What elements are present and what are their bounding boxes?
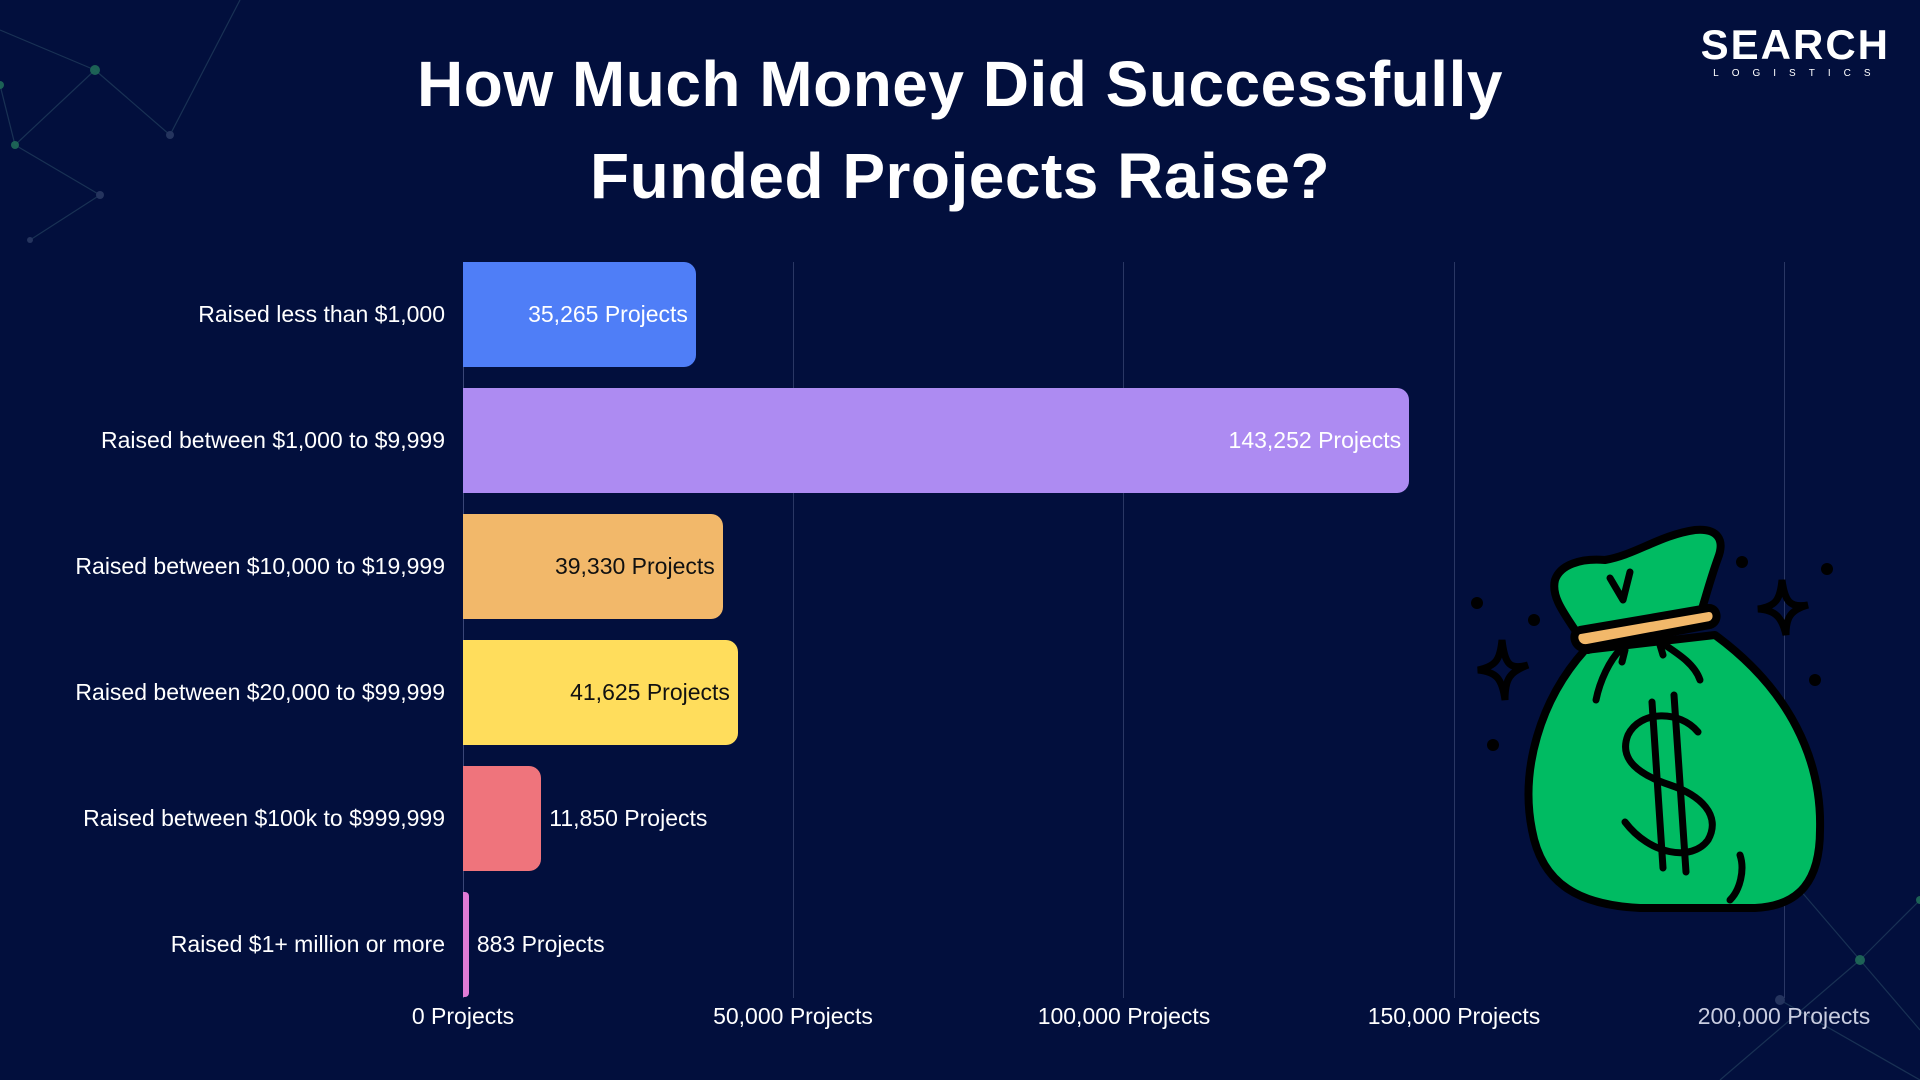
x-tick-label: 0 Projects bbox=[411, 1003, 515, 1029]
category-label: Raised between $10,000 to $19,999 bbox=[75, 553, 445, 579]
logo-subtitle: LOGISTICS bbox=[1713, 68, 1884, 79]
category-label: Raised between $1,000 to $9,999 bbox=[101, 427, 445, 453]
category-label: Raised $1+ million or more bbox=[170, 931, 445, 957]
bar-value-label: 35,265 Projects bbox=[528, 301, 688, 327]
gridline-150000 bbox=[1454, 262, 1455, 998]
bar-value-label: 11,850 Projects bbox=[549, 805, 708, 831]
logo-wordmark: SEARCH bbox=[1700, 21, 1890, 68]
chart-title: How Much Money Did Successfully Funded P… bbox=[0, 38, 1920, 222]
y-axis-line bbox=[463, 262, 464, 998]
bar[interactable] bbox=[463, 262, 696, 367]
money-bag-icon bbox=[1471, 525, 1833, 912]
bar[interactable] bbox=[463, 388, 1410, 493]
x-tick-label: 200,000 Projects bbox=[1697, 1003, 1871, 1029]
bar[interactable] bbox=[463, 892, 469, 997]
bar-value-label: 883 Projects bbox=[476, 931, 605, 957]
bar-value-label: 39,330 Projects bbox=[554, 553, 715, 579]
chart-title-line-1: How Much Money Did Successfully bbox=[417, 48, 1503, 120]
category-label: Raised less than $1,000 bbox=[198, 301, 445, 327]
bar[interactable] bbox=[463, 766, 542, 871]
gridline-100000 bbox=[1123, 262, 1124, 998]
chart-title-line-2: Funded Projects Raise? bbox=[589, 140, 1331, 212]
x-tick-label: 50,000 Projects bbox=[713, 1003, 873, 1029]
bar-value-label: 41,625 Projects bbox=[570, 679, 730, 705]
category-label: Raised between $100k to $999,999 bbox=[83, 805, 445, 831]
gridline-50000 bbox=[793, 262, 794, 998]
bar[interactable] bbox=[463, 514, 723, 619]
x-tick-label: 150,000 Projects bbox=[1367, 1003, 1541, 1029]
search-logistics-logo: SEARCH LOGISTICS bbox=[1701, 22, 1890, 80]
category-label: Raised between $20,000 to $99,999 bbox=[75, 679, 445, 705]
plot-area: 35,265 Projects 143,252 Projects 39,330 … bbox=[463, 262, 1785, 998]
bar-value-label: 143,252 Projects bbox=[1228, 427, 1402, 453]
bar[interactable] bbox=[463, 640, 738, 745]
x-tick-label: 100,000 Projects bbox=[1037, 1003, 1211, 1029]
